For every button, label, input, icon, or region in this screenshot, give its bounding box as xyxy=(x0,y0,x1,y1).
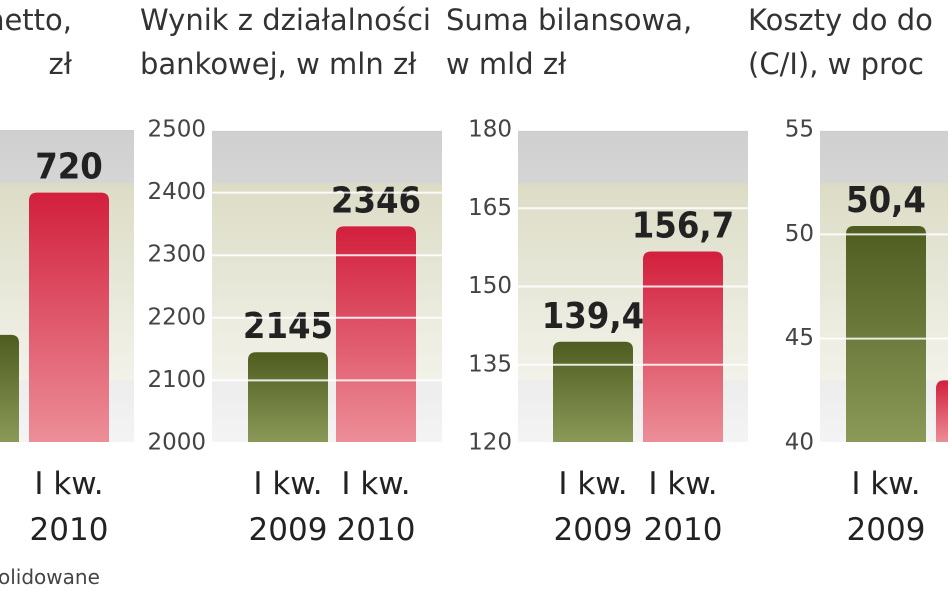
chart-title: zł xyxy=(49,47,73,81)
bar xyxy=(336,226,416,443)
x-tick-label: I kw. xyxy=(34,466,103,502)
x-tick-label: 2010 xyxy=(337,512,416,548)
footnote: olidowane xyxy=(0,565,100,589)
y-tick-label: 135 xyxy=(468,351,512,377)
chart-title: Koszty do do xyxy=(748,3,933,37)
y-tick-label: 2200 xyxy=(147,304,206,330)
chart-title: bankowej, w mln zł xyxy=(140,47,417,81)
chart-title: Wynik z działalności xyxy=(140,3,431,37)
bar xyxy=(846,225,926,443)
bar xyxy=(553,341,633,443)
chart-title: netto, xyxy=(0,3,72,37)
x-tick-label: I kw. xyxy=(558,466,627,502)
value-label: 2346 xyxy=(331,180,421,221)
y-tick-label: 2300 xyxy=(147,242,206,268)
value-label: 139,4 xyxy=(542,296,644,337)
x-tick-label: I kw. xyxy=(648,466,717,502)
x-tick-label: 2009 xyxy=(847,512,926,548)
x-tick-label: I kw. xyxy=(341,466,410,502)
x-tick-label: I kw. xyxy=(253,466,322,502)
y-tick-label: 180 xyxy=(468,117,512,143)
y-tick-label: 2100 xyxy=(147,367,206,393)
x-tick-label: 2009 xyxy=(249,512,328,548)
x-tick-label: 2009 xyxy=(554,512,633,548)
y-tick-label: 50 xyxy=(785,221,814,247)
value-label: 50,4 xyxy=(846,180,926,221)
y-tick-label: 40 xyxy=(785,430,814,456)
y-tick-label: 2500 xyxy=(147,117,206,143)
y-tick-label: 2000 xyxy=(147,430,206,456)
y-tick-label: 45 xyxy=(785,325,814,351)
bar xyxy=(0,334,19,443)
chart-title: w mld zł xyxy=(446,47,567,81)
y-tick-label: 165 xyxy=(468,195,512,221)
value-label: 2145 xyxy=(243,306,333,347)
x-tick-label: 2010 xyxy=(644,512,723,548)
bar xyxy=(936,380,948,443)
chart-title: Suma bilansowa, xyxy=(446,3,692,37)
bar xyxy=(29,192,109,443)
value-label: 156,7 xyxy=(632,206,734,247)
value-label: 720 xyxy=(35,147,103,188)
bar xyxy=(248,352,328,443)
bar xyxy=(643,251,723,443)
x-tick-label: I kw. xyxy=(851,466,920,502)
y-tick-label: 55 xyxy=(785,117,814,143)
y-tick-label: 150 xyxy=(468,273,512,299)
x-tick-label: 2010 xyxy=(30,512,109,548)
y-tick-label: 2400 xyxy=(147,179,206,205)
chart-title: (C/I), w proc xyxy=(748,47,924,81)
y-tick-label: 120 xyxy=(468,430,512,456)
